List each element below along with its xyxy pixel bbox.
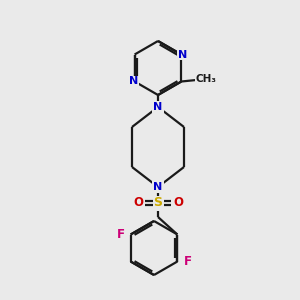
Text: N: N: [153, 102, 163, 112]
Text: O: O: [173, 196, 183, 209]
Text: N: N: [178, 50, 187, 59]
Text: CH₃: CH₃: [196, 74, 217, 85]
Text: O: O: [133, 196, 143, 209]
Text: S: S: [154, 196, 163, 209]
Text: N: N: [153, 182, 163, 192]
Text: F: F: [183, 255, 191, 268]
Text: N: N: [129, 76, 138, 86]
Text: F: F: [117, 228, 124, 241]
